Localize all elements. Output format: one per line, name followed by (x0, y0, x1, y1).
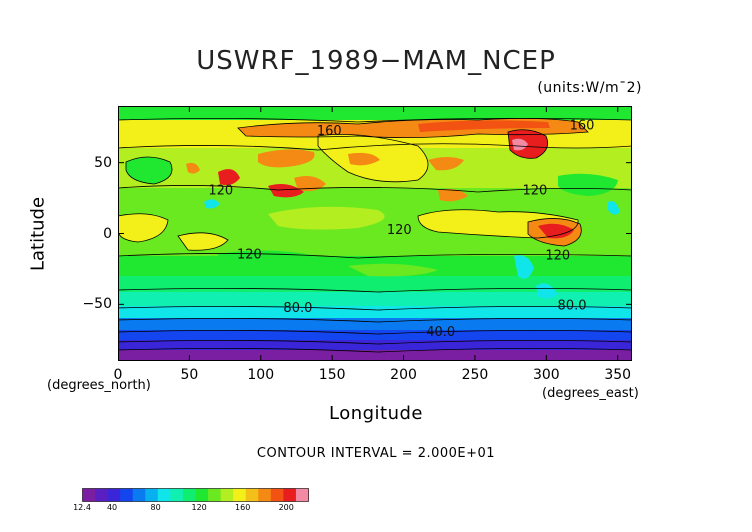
contour-label: 120 (545, 249, 570, 264)
north-red-strip (418, 120, 550, 132)
tropic-red-1 (538, 223, 574, 239)
colorbar-swatch (145, 488, 159, 502)
tropic-cyan-2 (536, 283, 558, 299)
colorbar-swatch (82, 488, 96, 502)
band-south-teal (118, 292, 632, 308)
north-red-1 (218, 169, 240, 186)
tropic-yellow-3 (268, 206, 385, 230)
x-tick: 50 (180, 367, 199, 383)
contour-label: 80.0 (558, 298, 587, 313)
band-south-lightblue (118, 318, 632, 332)
y-axis-label: Latitude (27, 196, 49, 272)
contour-label: 120 (522, 184, 547, 199)
x-tick: 100 (247, 367, 275, 383)
colorbar-swatch (283, 488, 297, 502)
colorbar-tick: 120 (191, 503, 207, 512)
y-tick: −50 (82, 296, 112, 313)
colorbar-tick: 160 (235, 503, 251, 512)
south-lime-1 (348, 263, 438, 277)
tropic-cyan-1 (514, 255, 534, 279)
units-label: (units:W/m¯2) (537, 80, 642, 96)
colorbar-swatch (270, 488, 284, 502)
colorbar-swatch (157, 488, 171, 502)
colorbar-swatch (220, 488, 234, 502)
colorbar-swatch (208, 488, 222, 502)
contour-label: 120 (208, 184, 233, 199)
contour-label: 120 (237, 247, 262, 262)
y-tick: 50 (94, 154, 112, 171)
north-pink-spot (512, 138, 528, 151)
band-south-purple (118, 350, 632, 361)
contour-interval-text: CONTOUR INTERVAL = 2.000E+01 (256, 446, 496, 461)
contour-label: 160 (570, 118, 595, 133)
north-cyan-spot-2 (608, 201, 620, 215)
north-orange-5 (186, 162, 200, 174)
x-unit-label: (degrees_east) (542, 386, 639, 401)
contour-label: 80.0 (283, 301, 312, 316)
y-unit-label: (degrees_north) (47, 378, 151, 393)
north-green-2 (558, 173, 618, 196)
north-orange-4 (294, 176, 326, 192)
band-south-darkblue (118, 340, 632, 350)
north-green-patch (126, 157, 172, 184)
x-tick: 300 (532, 367, 560, 383)
x-tick: 200 (390, 367, 417, 383)
north-orange-6 (348, 152, 380, 166)
x-tick: 150 (318, 367, 346, 383)
colorbar-swatch (170, 488, 184, 502)
tropic-yellow-1 (118, 213, 168, 242)
y-tick: 0 (103, 225, 112, 242)
colorbar-swatch (120, 488, 134, 502)
contour-label: 40.0 (426, 325, 455, 340)
band-south-green2 (118, 276, 632, 296)
colorbar-swatch (107, 488, 121, 502)
tropic-yellow-4 (178, 232, 228, 251)
contour-label: 160 (317, 124, 342, 139)
x-tick: 350 (604, 367, 632, 383)
north-yellow-1 (118, 124, 205, 145)
colorbar-tick: 40 (106, 503, 118, 512)
colorbar (82, 488, 309, 502)
colorbar-tick: 200 (278, 503, 294, 512)
band-north-high (118, 106, 632, 120)
band-south-blue (118, 330, 632, 342)
colorbar-swatch (233, 488, 247, 502)
band-south-cyan (118, 306, 632, 320)
north-orange-3 (428, 157, 464, 171)
chart-title: USWRF_1989−MAM_NCEP (196, 46, 556, 76)
contour-label: 120 (387, 223, 412, 238)
colorbar-swatch (258, 488, 272, 502)
colorbar-swatch (95, 488, 109, 502)
colorbar-swatch (182, 488, 196, 502)
north-orange-1 (258, 149, 315, 168)
colorbar-swatch (132, 488, 146, 502)
x-axis-label: Longitude (328, 403, 424, 424)
colorbar-swatch (295, 488, 309, 502)
colorbar-swatch (195, 488, 209, 502)
colorbar-swatch (245, 488, 259, 502)
x-tick: 250 (461, 367, 489, 383)
north-cyan-spot (204, 199, 220, 209)
north-red-2 (268, 184, 304, 198)
colorbar-tick: 80 (150, 503, 161, 512)
x-tick: 0 (113, 367, 123, 383)
contour-map: 160 160 120 120 120 120 120 80.0 80.0 40.0 (118, 106, 632, 361)
colorbar-min-label: 12.4 (73, 503, 91, 512)
north-orange-7 (438, 188, 468, 202)
